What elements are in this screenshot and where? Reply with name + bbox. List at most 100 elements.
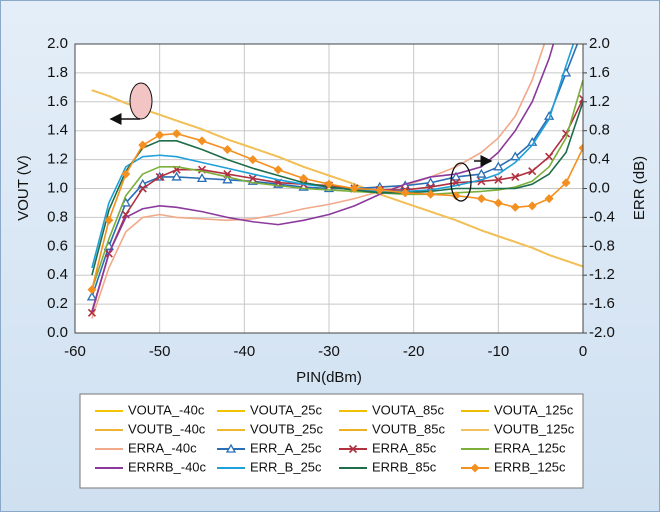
x-tick-label: -20 xyxy=(403,343,425,360)
x-tick-label: -40 xyxy=(233,343,255,360)
y-tick-label: 1.2 xyxy=(47,151,68,168)
marker xyxy=(121,169,131,179)
series-line xyxy=(91,44,546,319)
legend-label: ERRRB_-40c xyxy=(128,459,207,474)
legend-label: VOUTA_25c xyxy=(250,402,323,417)
legend-label: ERRB_85c xyxy=(372,459,437,474)
x-tick-label: -60 xyxy=(64,343,86,360)
marker xyxy=(510,151,521,161)
marker xyxy=(476,168,487,178)
y2-axis-label: ERR (dB) xyxy=(631,156,648,220)
marker xyxy=(578,94,583,103)
marker xyxy=(511,172,520,182)
legend-label: VOUTB_-40c xyxy=(128,421,206,436)
y2-tick-label: -1.6 xyxy=(589,295,615,312)
marker xyxy=(86,291,98,301)
y-tick-label: 0.6 xyxy=(47,237,68,254)
y2-tick-label: -0.4 xyxy=(589,208,615,225)
marker xyxy=(155,172,164,182)
y-tick-label: 1.4 xyxy=(47,122,68,139)
marker xyxy=(528,167,537,176)
y-tick-label: 0.4 xyxy=(47,266,68,283)
annotation-ellipse xyxy=(450,162,472,202)
marker xyxy=(349,184,359,193)
marker xyxy=(196,173,208,183)
y-tick-label: 0.2 xyxy=(47,295,68,312)
y2-tick-label: 0.8 xyxy=(589,122,610,139)
marker xyxy=(104,215,114,225)
marker xyxy=(138,184,147,193)
legend-label: ERRA_-40c xyxy=(128,440,197,455)
marker xyxy=(299,173,309,183)
x-tick-label: -50 xyxy=(149,343,171,360)
legend-label: VOUTB_125c xyxy=(494,421,575,436)
series-line xyxy=(91,89,583,268)
y-axis-label: VOUT (V) xyxy=(15,155,32,221)
y2-tick-label: -2.0 xyxy=(589,324,615,341)
legend-label: VOUTB_85c xyxy=(372,421,445,436)
x-tick-label: -30 xyxy=(318,343,340,360)
legend-label: VOUTA_-40c xyxy=(128,402,205,417)
marker xyxy=(426,189,436,199)
y2-tick-label: 2.0 xyxy=(589,35,610,52)
legend-label: VOUTA_85c xyxy=(372,402,445,417)
y2-tick-label: 0.0 xyxy=(589,179,610,196)
legend-label: ERRA_125c xyxy=(494,440,566,455)
legend-label: VOUTB_25c xyxy=(250,421,323,436)
marker xyxy=(248,174,257,183)
marker xyxy=(400,188,410,198)
series-line xyxy=(91,44,555,312)
legend-label: ERR_B_25c xyxy=(250,459,322,474)
marker xyxy=(493,161,504,171)
marker xyxy=(578,143,583,153)
marker xyxy=(138,140,148,150)
marker xyxy=(561,178,571,188)
marker xyxy=(544,194,554,204)
marker xyxy=(476,194,486,204)
legend-label: VOUTA_125c xyxy=(494,402,574,417)
legend-label: ERRA_85c xyxy=(372,440,437,455)
x-tick-label: 0 xyxy=(579,343,587,360)
legend-label: ERRB_125c xyxy=(494,459,566,474)
y-tick-label: 1.6 xyxy=(47,93,68,110)
y2-tick-label: -0.8 xyxy=(589,237,615,254)
marker xyxy=(197,136,207,146)
legend-label: ERR_A_25c xyxy=(250,440,322,455)
annotation-ellipse xyxy=(129,82,153,120)
y2-tick-label: -1.2 xyxy=(589,266,615,283)
y-tick-label: 2.0 xyxy=(47,35,68,52)
marker xyxy=(324,179,334,189)
legend xyxy=(79,393,584,489)
marker xyxy=(87,308,96,317)
marker xyxy=(248,155,258,165)
x-axis-label: PIN(dBm) xyxy=(296,369,362,386)
y2-tick-label: 0.4 xyxy=(589,151,610,168)
marker xyxy=(225,443,237,453)
marker xyxy=(222,144,232,154)
marker xyxy=(450,171,462,181)
series-line xyxy=(91,79,583,290)
marker xyxy=(545,152,554,161)
y2-tick-label: 1.6 xyxy=(589,64,610,81)
x-tick-label: -10 xyxy=(487,343,509,360)
marker xyxy=(375,185,385,195)
y-tick-label: 1.8 xyxy=(47,64,68,81)
marker xyxy=(87,285,97,295)
y2-tick-label: 1.2 xyxy=(589,93,610,110)
marker xyxy=(348,444,358,454)
y-tick-label: 1.0 xyxy=(47,179,68,196)
marker xyxy=(171,171,182,181)
marker xyxy=(222,174,233,184)
marker xyxy=(494,175,503,184)
marker xyxy=(155,130,165,140)
marker xyxy=(172,129,182,139)
y-tick-label: 0.0 xyxy=(47,324,68,341)
marker xyxy=(493,198,503,208)
series-line xyxy=(91,101,583,276)
y-tick-label: 0.8 xyxy=(47,208,68,225)
marker xyxy=(527,201,537,211)
marker xyxy=(451,191,461,201)
marker xyxy=(470,463,480,473)
marker xyxy=(510,202,520,212)
